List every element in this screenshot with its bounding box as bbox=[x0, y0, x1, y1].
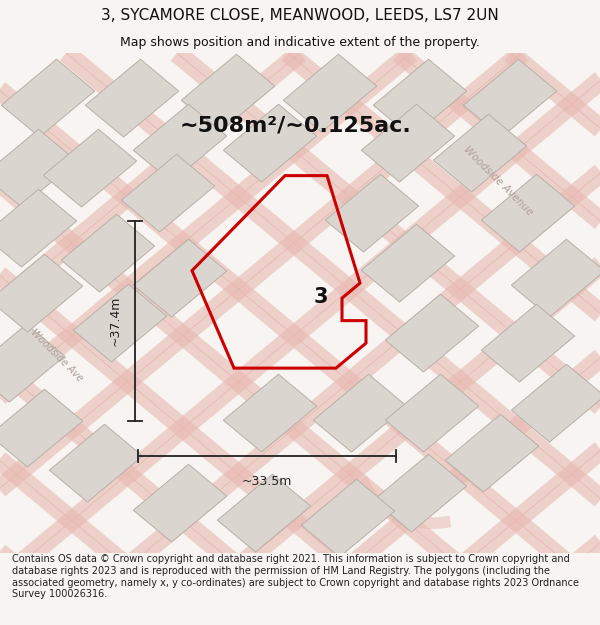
Text: Map shows position and indicative extent of the property.: Map shows position and indicative extent… bbox=[120, 36, 480, 49]
Text: ~33.5m: ~33.5m bbox=[242, 474, 292, 488]
Text: Contains OS data © Crown copyright and database right 2021. This information is : Contains OS data © Crown copyright and d… bbox=[12, 554, 579, 599]
Polygon shape bbox=[433, 114, 527, 192]
Polygon shape bbox=[373, 454, 467, 532]
Text: Woodside Avenue: Woodside Avenue bbox=[461, 144, 535, 217]
Text: 3, SYCAMORE CLOSE, MEANWOOD, LEEDS, LS7 2UN: 3, SYCAMORE CLOSE, MEANWOOD, LEEDS, LS7 … bbox=[101, 8, 499, 23]
Polygon shape bbox=[133, 464, 227, 542]
Polygon shape bbox=[325, 174, 419, 252]
Polygon shape bbox=[0, 389, 83, 467]
Polygon shape bbox=[0, 189, 77, 267]
Polygon shape bbox=[181, 54, 275, 132]
Polygon shape bbox=[0, 254, 83, 332]
Polygon shape bbox=[361, 104, 455, 182]
Polygon shape bbox=[463, 59, 557, 137]
Polygon shape bbox=[121, 154, 215, 232]
Polygon shape bbox=[223, 374, 317, 452]
Polygon shape bbox=[481, 304, 575, 382]
Polygon shape bbox=[283, 54, 377, 132]
Polygon shape bbox=[385, 374, 479, 452]
Polygon shape bbox=[361, 224, 455, 302]
Polygon shape bbox=[223, 104, 317, 182]
Text: ~37.4m: ~37.4m bbox=[109, 296, 122, 346]
Polygon shape bbox=[385, 294, 479, 372]
Text: 3: 3 bbox=[314, 288, 328, 308]
Polygon shape bbox=[445, 414, 539, 492]
Polygon shape bbox=[43, 129, 137, 207]
Polygon shape bbox=[133, 239, 227, 317]
Polygon shape bbox=[1, 59, 95, 137]
Polygon shape bbox=[511, 364, 600, 442]
Text: Woodside Ave: Woodside Ave bbox=[29, 328, 85, 384]
Polygon shape bbox=[133, 104, 227, 182]
Polygon shape bbox=[373, 59, 467, 137]
Polygon shape bbox=[481, 174, 575, 252]
Polygon shape bbox=[85, 59, 179, 137]
Polygon shape bbox=[73, 284, 167, 362]
Polygon shape bbox=[0, 129, 77, 207]
Text: ~508m²/~0.125ac.: ~508m²/~0.125ac. bbox=[180, 116, 412, 136]
Polygon shape bbox=[49, 424, 143, 502]
Polygon shape bbox=[511, 239, 600, 317]
Polygon shape bbox=[301, 479, 395, 557]
Polygon shape bbox=[313, 374, 407, 452]
Polygon shape bbox=[217, 474, 311, 552]
Polygon shape bbox=[61, 214, 155, 292]
Polygon shape bbox=[0, 324, 65, 402]
